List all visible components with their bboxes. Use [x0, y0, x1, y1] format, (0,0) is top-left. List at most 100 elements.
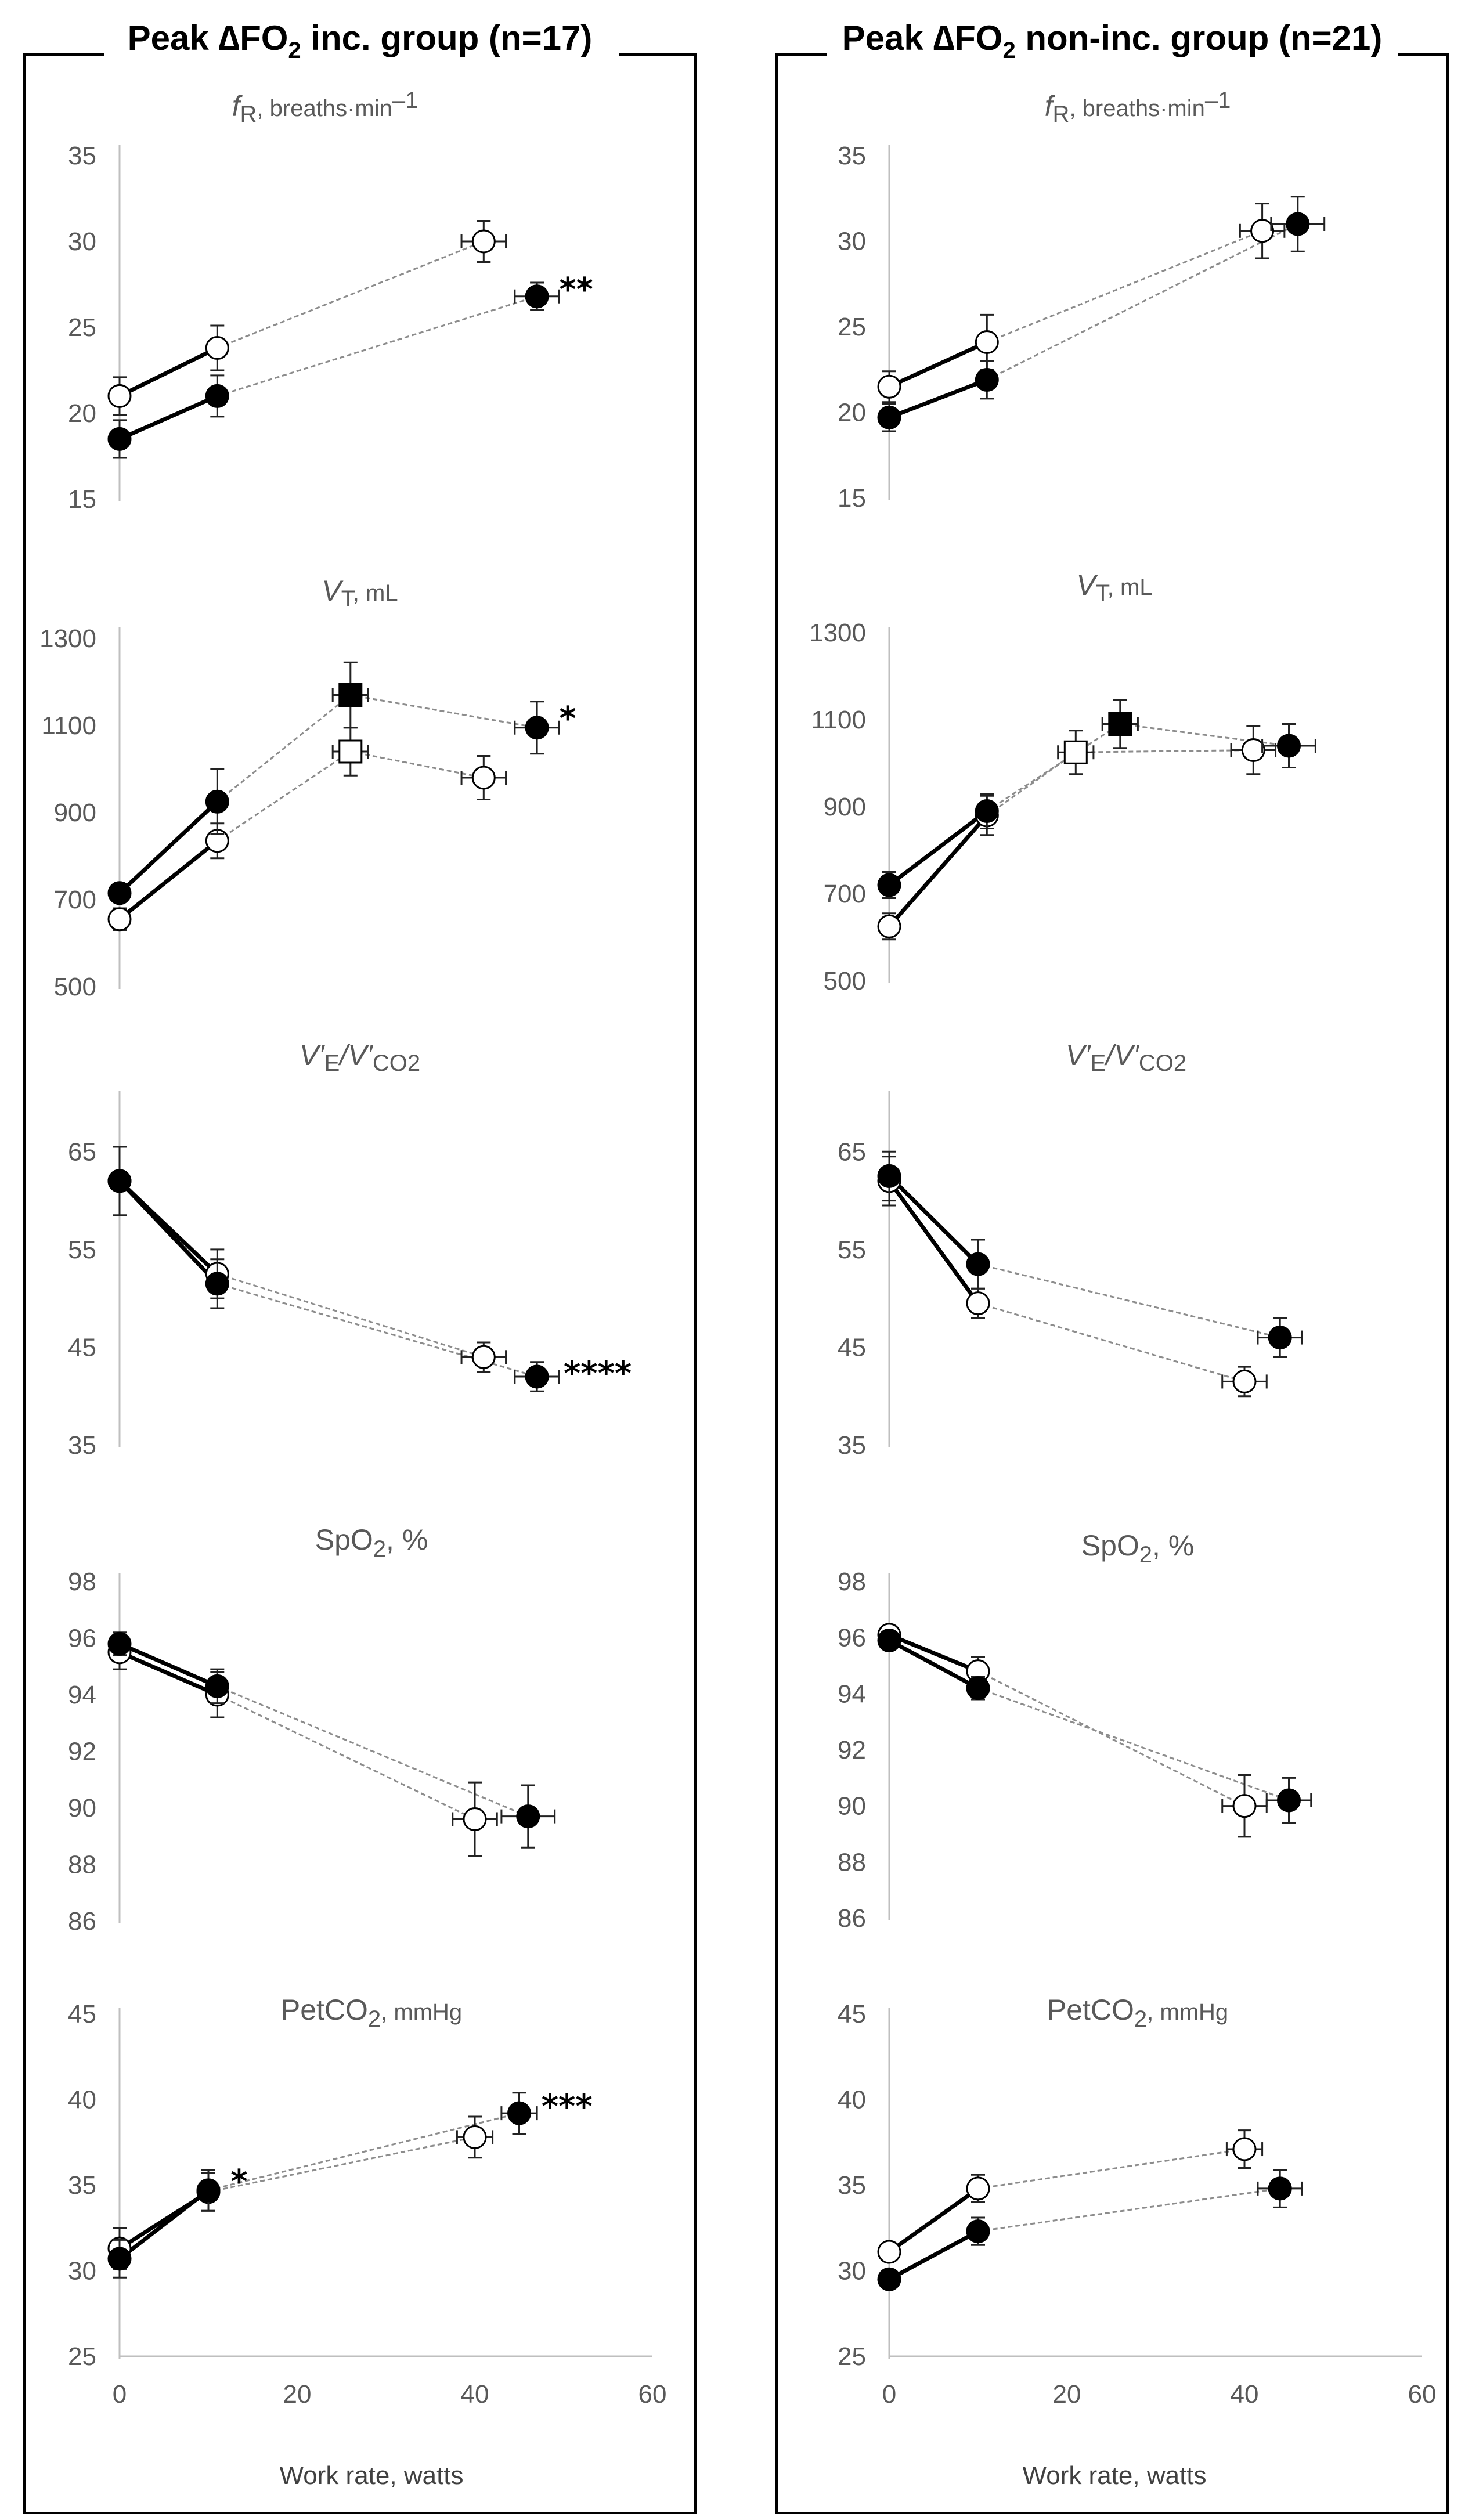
y-tick-label: 90 — [68, 1794, 96, 1822]
series-line — [887, 814, 988, 928]
series-line — [217, 750, 351, 842]
data-point-filled-circle — [1277, 1788, 1301, 1813]
data-point-open-circle — [107, 907, 132, 932]
data-point-filled-circle — [1268, 1326, 1292, 1350]
data-point-filled-circle — [205, 384, 229, 408]
series-line — [217, 1273, 484, 1358]
chart-0-1: 500 700 900 1100 1300 * — [39, 624, 576, 1001]
chart-0-0: 15 20 25 30 35 ** — [68, 142, 593, 514]
series-line — [217, 1694, 475, 1820]
y-tick-label: 30 — [68, 2257, 96, 2286]
data-point-filled-circle — [525, 284, 549, 309]
data-point-open-circle — [1232, 1794, 1257, 1818]
series-line — [1076, 749, 1254, 753]
y-tick-label: 30 — [68, 228, 96, 256]
y-tick-label: 98 — [68, 1568, 96, 1596]
y-tick-label: 45 — [68, 2000, 96, 2028]
y-tick-label: 35 — [838, 1431, 866, 1460]
y-tick-label: 900 — [824, 793, 866, 821]
y-tick-label: 35 — [838, 142, 866, 170]
error-bar — [460, 219, 507, 263]
y-tick-label: 25 — [838, 2342, 866, 2371]
data-point-open-circle — [966, 1291, 990, 1316]
y-tick-label: 45 — [838, 2000, 866, 2028]
y-tick-label: 65 — [68, 1138, 96, 1166]
y-tick-label: 35 — [68, 2171, 96, 2200]
data-point-filled-circle — [205, 1674, 229, 1698]
series-line — [888, 1633, 979, 1673]
significance-marker: **** — [564, 1355, 632, 1393]
data-point-filled-circle — [877, 405, 901, 429]
data-point-open-circle — [1250, 219, 1275, 243]
series-line — [986, 723, 1121, 812]
series-line — [986, 752, 1077, 817]
y-tick-label: 500 — [824, 967, 866, 995]
series-line — [118, 2189, 210, 2261]
chart-title-vt-right: VT, mL — [1076, 569, 1152, 606]
y-tick-label: 45 — [838, 1333, 866, 1362]
data-point-filled-circle — [966, 2219, 990, 2244]
chart-title-spo2: SpO2, % — [315, 1523, 428, 1562]
y-tick-label: 40 — [838, 2086, 866, 2114]
series-line — [217, 295, 537, 397]
series-line — [888, 2229, 979, 2281]
x-tick-label: 60 — [638, 2380, 667, 2409]
series-line — [118, 800, 219, 895]
x-tick-label: 20 — [283, 2380, 312, 2409]
y-tick-label: 94 — [68, 1681, 96, 1709]
significance-marker: ** — [559, 271, 593, 309]
y-tick-label: 55 — [68, 1236, 96, 1264]
y-tick-label: 86 — [68, 1907, 96, 1936]
series-line — [217, 1283, 537, 1378]
y-tick-label: 25 — [68, 313, 96, 342]
data-point-open-circle — [471, 229, 496, 254]
y-tick-label: 20 — [838, 399, 866, 427]
panel-left: Peak ∆FO2 inc. group (n=17) — [23, 19, 697, 2514]
y-tick-label: 96 — [68, 1624, 96, 1653]
data-point-open-circle — [463, 1807, 487, 1831]
data-point-open-square — [338, 739, 363, 764]
series-line — [977, 1687, 1290, 1801]
data-point-open-circle — [877, 374, 901, 399]
data-point-filled-circle — [877, 1629, 901, 1652]
chart-title-ve-vco2-right: V′E/V′CO2 — [1066, 1039, 1186, 1076]
y-tick-label: 30 — [838, 2257, 866, 2286]
series-line — [350, 694, 537, 729]
chart-titles-left: fR, breaths·min–1 VT, mL V′E/V′CO2 SpO2,… — [232, 88, 463, 2032]
chart-title-fr: fR, breaths·min–1 — [232, 88, 418, 127]
data-point-open-circle — [107, 384, 132, 408]
x-axis-right: 0 20 40 60 Work rate, watts — [882, 2380, 1437, 2490]
data-point-filled-circle — [107, 1631, 132, 1656]
data-point-open-circle — [471, 1345, 496, 1369]
panel-right-title: Peak ∆FO2 non-inc. group (n=21) — [842, 19, 1383, 63]
series-line — [118, 1650, 218, 1697]
y-tick-label: 1100 — [811, 706, 866, 734]
data-point-open-circle — [966, 2176, 990, 2201]
data-point-filled-circle — [975, 799, 999, 823]
data-point-open-circle — [471, 766, 496, 790]
data-point-filled-circle — [516, 1804, 540, 1829]
data-point-filled-circle — [205, 789, 229, 814]
significance-marker: *** — [542, 2088, 593, 2125]
chart-title-fr-right: fR, breaths·min–1 — [1045, 88, 1231, 127]
panel-left-title: Peak ∆FO2 inc. group (n=17) — [128, 19, 593, 63]
plots-layer: 1520253035**50070090011001300*35455565**… — [39, 142, 1422, 2371]
series-line — [888, 340, 988, 389]
x-tick-label: 40 — [461, 2380, 489, 2409]
data-point-filled-circle — [877, 2267, 901, 2291]
chart-1-3: 86 88 90 92 94 96 98 — [838, 1568, 1312, 1933]
data-point-filled-circle — [205, 1272, 229, 1296]
series-line — [977, 1302, 1245, 1382]
series-line — [986, 230, 1263, 343]
data-point-filled-circle — [1277, 734, 1301, 758]
y-tick-label: 96 — [838, 1624, 866, 1652]
y-tick-label: 92 — [838, 1736, 866, 1764]
chart-1-1: 500 700 900 1100 1300 — [809, 619, 1316, 995]
y-tick-label: 86 — [838, 1904, 866, 1933]
x-tick-label: 20 — [1053, 2380, 1081, 2409]
data-point-filled-circle — [975, 367, 999, 392]
y-tick-label: 90 — [838, 1792, 866, 1821]
data-point-open-circle — [463, 2125, 487, 2149]
